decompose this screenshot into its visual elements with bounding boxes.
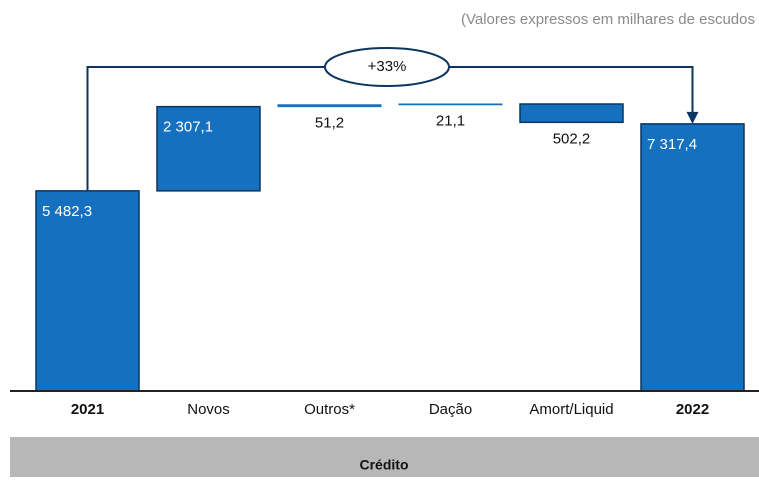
x-tick-label: Outros* xyxy=(304,401,355,418)
x-tick-label: Novos xyxy=(187,401,230,418)
x-tick-label: Amort/Liquid xyxy=(529,401,613,418)
annotation: +33% xyxy=(368,58,407,75)
subtitle: (Valores expressos em milhares de escudo… xyxy=(461,11,755,28)
bar xyxy=(277,104,382,108)
footer-band xyxy=(10,437,759,477)
value-label: 21,1 xyxy=(436,113,465,130)
footer: Crédito xyxy=(360,457,409,473)
annotation-box xyxy=(324,47,450,87)
bar xyxy=(35,190,140,392)
value-label: 5 482,3 xyxy=(42,203,92,220)
bar xyxy=(640,123,745,392)
arrow-head xyxy=(686,111,699,124)
x-tick-label: 2022 xyxy=(676,401,709,418)
value-label: 7 317,4 xyxy=(647,136,697,153)
value-label: 502,2 xyxy=(553,130,591,147)
value-label: 51,2 xyxy=(315,115,344,132)
bar xyxy=(398,103,503,106)
value-label: 2 307,1 xyxy=(163,119,213,136)
x-tick-label: Dação xyxy=(429,401,472,418)
bar xyxy=(519,103,624,124)
x-tick-label: 2021 xyxy=(71,401,104,418)
bar xyxy=(156,105,261,192)
